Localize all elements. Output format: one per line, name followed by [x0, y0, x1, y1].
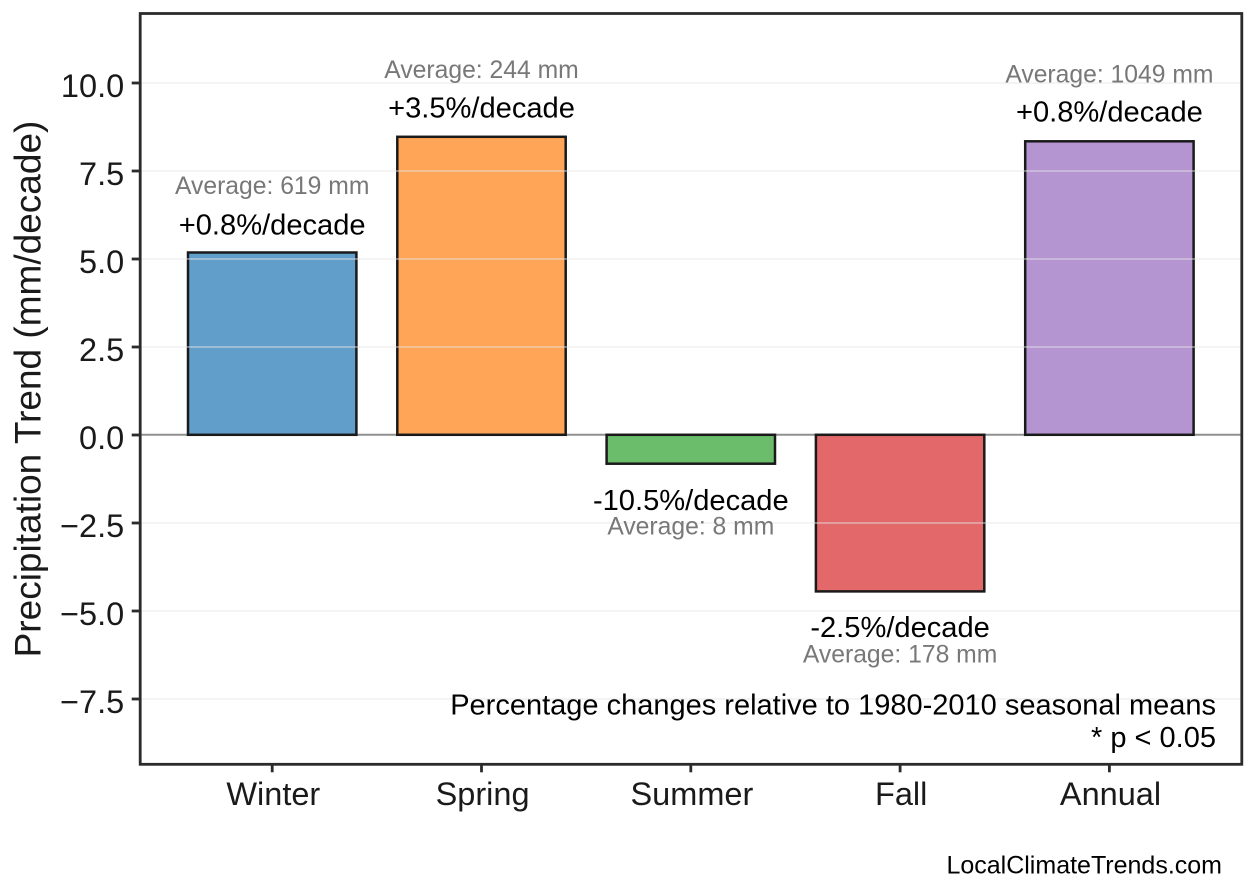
svg-text:-10.5%/decade: -10.5%/decade	[593, 485, 789, 517]
svg-text:Average: 8 mm: Average: 8 mm	[607, 514, 774, 541]
svg-text:Fall: Fall	[875, 776, 927, 812]
svg-text:Percentage changes relative to: Percentage changes relative to 1980-2010…	[450, 689, 1216, 721]
svg-text:* p < 0.05: * p < 0.05	[1091, 722, 1216, 754]
svg-text:Spring: Spring	[436, 776, 530, 812]
svg-text:Average: 178 mm: Average: 178 mm	[803, 642, 997, 669]
svg-text:10.0: 10.0	[61, 68, 124, 104]
svg-text:Precipitation Trend (mm/decade: Precipitation Trend (mm/decade)	[8, 121, 49, 658]
svg-text:−7.5: −7.5	[60, 684, 124, 720]
svg-text:-2.5%/decade: -2.5%/decade	[810, 612, 990, 644]
svg-text:+0.8%/decade: +0.8%/decade	[179, 209, 366, 241]
svg-text:Average: 1049 mm: Average: 1049 mm	[1005, 62, 1213, 89]
svg-text:−2.5: −2.5	[60, 508, 124, 544]
svg-text:Summer: Summer	[631, 776, 754, 812]
svg-text:2.5: 2.5	[79, 332, 124, 368]
svg-text:LocalClimateTrends.com: LocalClimateTrends.com	[946, 852, 1222, 880]
svg-text:7.5: 7.5	[79, 156, 124, 192]
svg-text:+3.5%/decade: +3.5%/decade	[388, 93, 575, 125]
svg-text:Average: 244 mm: Average: 244 mm	[384, 57, 578, 84]
svg-text:Winter: Winter	[226, 776, 320, 812]
svg-text:−5.0: −5.0	[60, 596, 124, 632]
svg-text:Annual: Annual	[1060, 776, 1161, 812]
svg-text:+0.8%/decade: +0.8%/decade	[1016, 97, 1203, 129]
svg-text:5.0: 5.0	[79, 244, 124, 280]
svg-text:Average: 619 mm: Average: 619 mm	[175, 173, 369, 200]
svg-text:0.0: 0.0	[79, 420, 124, 456]
